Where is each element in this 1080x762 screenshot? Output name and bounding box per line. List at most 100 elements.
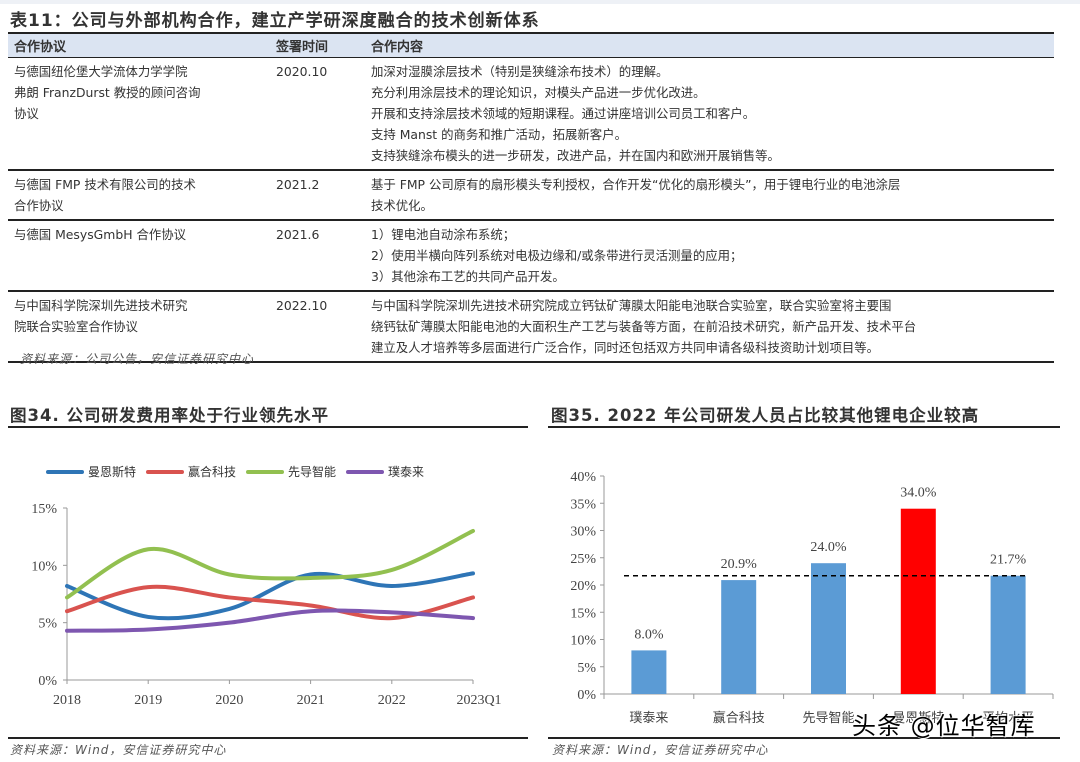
- table-source-note: 资料来源：公司公告，安信证券研究中心: [20, 352, 255, 366]
- series-line: [65, 608, 475, 633]
- figure35-bar-chart: 0% 5% 10% 15% 20% 25% 30% 35% 40% 8.0% 璞泰来 20.9% 赢合科…: [570, 470, 1054, 726]
- content-line: 基于 FMP 公司原有的扇形模头专利授权，合作开发“优化的扇形模头”，用于锂电行…: [371, 176, 901, 192]
- table-row: 与中国科学院深圳先进技术研究 院联合实验室合作协议 2022.10 与中国科学院…: [8, 290, 1054, 363]
- content-line: 充分利用涂层技术的理论知识，对模头产品进一步优化改进。: [371, 84, 706, 100]
- header-agreement: 合作协议: [8, 32, 270, 58]
- agreement-cell: 与德国 MesysGmbH 合作协议: [8, 219, 270, 292]
- content-line: 建立及人才培养等多层面进行广泛合作，同时还包括双方共同申请各级科技资助计划项目等…: [371, 339, 880, 355]
- content-line: 绕钙钛矿薄膜太阳能电池的大面积生产工艺与装备等方面，在前沿技术研究，新产品开发、…: [371, 318, 917, 334]
- table-header-row: 合作协议 签署时间 合作内容: [8, 32, 1054, 58]
- agreement-line: 院联合实验室合作协议: [14, 318, 138, 334]
- bar: [900, 508, 936, 694]
- y-tick-label: 0%: [38, 674, 57, 689]
- legend-label: 曼恩斯特: [88, 465, 137, 479]
- figure34-title: 图34. 公司研发费用率处于行业领先水平: [10, 406, 329, 425]
- figure34-line-chart: 0% 5% 10% 15% 2018 2019 2020 2021 2022 2023Q1: [31, 502, 501, 708]
- x-tick-label: 2020: [215, 693, 243, 708]
- bar: [721, 580, 757, 694]
- legend-swatch: [146, 469, 185, 474]
- cooperation-table: 合作协议 签署时间 合作内容 与德国纽伦堡大学流体力学学院 弗朗 FranzDu…: [8, 32, 1054, 363]
- bar-value-label: 34.0%: [900, 486, 937, 501]
- legend-label: 赢合科技: [188, 465, 237, 479]
- agreement-line: 与德国 FMP 技术有限公司的技术: [14, 176, 196, 192]
- x-tick-label: 2023Q1: [456, 693, 501, 708]
- x-tick-label: 2022: [378, 693, 406, 708]
- category-label: 曼恩斯特: [892, 711, 944, 726]
- table-row: 与德国 MesysGmbH 合作协议 2021.6 1）锂电池自动涂布系统； 2…: [8, 219, 1054, 292]
- agreement-line: 合作协议: [14, 197, 64, 213]
- content-line: 加深对湿膜涂层技术（特别是狭缝涂布技术）的理解。: [371, 63, 669, 79]
- bar-value-label: 21.7%: [990, 553, 1027, 568]
- date-cell: 2021.6: [270, 219, 365, 292]
- bar-value-label: 24.0%: [810, 540, 847, 555]
- watermark: 头条 @位华智库: [852, 712, 1036, 740]
- agreement-line: 协议: [14, 105, 39, 121]
- legend-swatch: [46, 469, 84, 474]
- figure34-source-rule: [8, 737, 528, 739]
- y-tick-label: 40%: [570, 470, 596, 485]
- content-cell: 加深对湿膜涂层技术（特别是狭缝涂布技术）的理解。 充分利用涂层技术的理论知识，对…: [365, 57, 1054, 171]
- bar-value-label: 8.0%: [634, 627, 664, 642]
- agreement-line: 弗朗 FranzDurst 教授的顾问咨询: [14, 84, 201, 100]
- x-tick-label: 2018: [53, 693, 81, 708]
- agreement-cell: 与德国纽伦堡大学流体力学学院 弗朗 FranzDurst 教授的顾问咨询 协议: [8, 57, 270, 171]
- header-date: 签署时间: [270, 32, 365, 58]
- figure35-title-rule: [548, 426, 1060, 428]
- category-label: 先导智能: [802, 711, 854, 726]
- y-tick-label: 15%: [570, 606, 596, 621]
- series-line: [65, 528, 475, 600]
- content-line: 支持狭缝涂布模头的进一步研发，改进产品，并在国内和欧洲开展销售等。: [371, 147, 780, 163]
- table-row: 与德国纽伦堡大学流体力学学院 弗朗 FranzDurst 教授的顾问咨询 协议 …: [8, 57, 1054, 171]
- category-label: 赢合科技: [713, 710, 765, 726]
- series-line: [65, 584, 475, 621]
- header-content: 合作内容: [365, 32, 1054, 58]
- y-tick-label: 5%: [577, 661, 596, 676]
- legend-item: 赢合科技: [146, 463, 236, 480]
- category-label: 平均水平: [982, 711, 1034, 726]
- legend-item: 曼恩斯特: [46, 463, 136, 480]
- agreement-line: 与中国科学院深圳先进技术研究: [14, 297, 188, 313]
- content-cell: 1）锂电池自动涂布系统； 2）使用半横向阵列系统对电极边缘和/或条带进行灵活测量…: [365, 219, 1054, 292]
- agreement-line: 与德国 MesysGmbH 合作协议: [14, 226, 187, 242]
- agreement-line: 与德国纽伦堡大学流体力学学院: [14, 63, 188, 79]
- series-line: [65, 571, 475, 621]
- content-line: 2）使用半横向阵列系统对电极边缘和/或条带进行灵活测量的应用；: [371, 247, 743, 263]
- y-tick-label: 25%: [570, 552, 596, 567]
- figure35-source-note: 资料来源：Wind，安信证券研究中心: [552, 743, 769, 757]
- legend-label: 先导智能: [288, 465, 337, 479]
- legend-swatch: [246, 469, 285, 474]
- legend-item: 璞泰来: [346, 463, 424, 480]
- x-tick-label: 2021: [297, 693, 325, 708]
- y-tick-label: 10%: [31, 559, 57, 574]
- bar-value-label: 20.9%: [721, 557, 758, 572]
- content-line: 技术优化。: [371, 197, 433, 213]
- figure35-title: 图35. 2022 年公司研发人员占比较其他锂电企业较高: [551, 406, 980, 425]
- bar: [811, 563, 846, 694]
- bar: [990, 575, 1026, 694]
- y-tick-label: 35%: [570, 497, 596, 512]
- figure34-legend: 曼恩斯特 赢合科技 先导智能 璞泰来: [46, 463, 434, 480]
- legend-item: 先导智能: [246, 463, 336, 480]
- content-line: 与中国科学院深圳先进技术研究院成立钙钛矿薄膜太阳能电池联合实验室，联合实验室将主…: [371, 297, 892, 313]
- date-cell: 2020.10: [270, 57, 365, 171]
- y-tick-label: 5%: [38, 617, 57, 632]
- content-cell: 与中国科学院深圳先进技术研究院成立钙钛矿薄膜太阳能电池联合实验室，联合实验室将主…: [365, 290, 1054, 363]
- y-tick-label: 10%: [570, 634, 596, 649]
- category-label: 璞泰来: [629, 711, 668, 726]
- table-row: 与德国 FMP 技术有限公司的技术 合作协议 2021.2 基于 FMP 公司原…: [8, 169, 1054, 221]
- content-line: 支持 Manst 的商务和推广活动，拓展新客户。: [371, 126, 627, 142]
- content-line: 3）其他涂布工艺的共同产品开发。: [371, 268, 565, 284]
- figure34-source-note: 资料来源：Wind，安信证券研究中心: [10, 743, 227, 757]
- x-tick-label: 2019: [134, 693, 162, 708]
- agreement-cell: 与德国 FMP 技术有限公司的技术 合作协议: [8, 169, 270, 221]
- legend-swatch: [346, 469, 385, 474]
- legend-label: 璞泰来: [388, 465, 425, 479]
- y-tick-label: 15%: [31, 502, 57, 517]
- date-cell: 2021.2: [270, 169, 365, 221]
- figure34-title-rule: [8, 426, 528, 428]
- y-tick-label: 20%: [570, 579, 596, 594]
- agreement-cell: 与中国科学院深圳先进技术研究 院联合实验室合作协议: [8, 290, 270, 363]
- date-cell: 2022.10: [270, 290, 365, 363]
- content-line: 1）锂电池自动涂布系统；: [371, 226, 516, 242]
- y-tick-label: 30%: [570, 525, 596, 540]
